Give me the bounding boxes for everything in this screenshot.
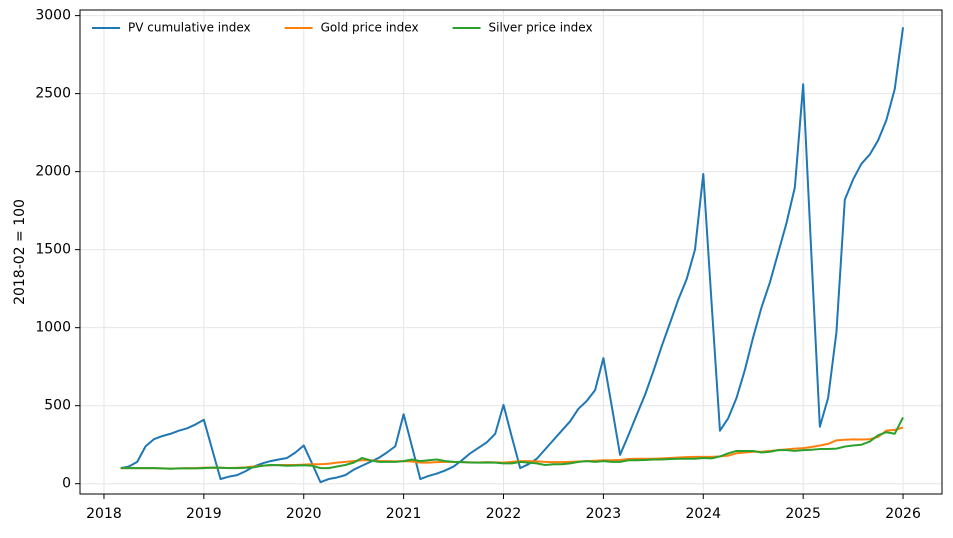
series-line	[120, 416, 904, 470]
series-line	[120, 27, 905, 484]
x-tick-label: 2024	[685, 506, 721, 522]
y-tick-label: 3000	[35, 8, 71, 24]
legend: PV cumulative index Gold price index Silve…	[92, 21, 593, 35]
legend-label: PV cumulative index	[128, 21, 251, 35]
y-tick-label: 2500	[35, 86, 71, 102]
x-tick-label: 2023	[586, 506, 622, 522]
x-tick-label: 2025	[785, 506, 821, 522]
legend-label: Silver price index	[489, 21, 593, 35]
x-tick-label: 2021	[386, 506, 422, 522]
x-tick-label: 2018	[86, 506, 122, 522]
y-tick-label: 0	[62, 476, 71, 492]
y-tick-label: 1000	[35, 320, 71, 336]
plot-frame	[79, 9, 943, 495]
y-tick-label: 1500	[35, 242, 71, 258]
legend-label: Gold price index	[321, 21, 419, 35]
x-tick-label: 2026	[885, 506, 921, 522]
y-axis-label: 2018-02 = 100	[12, 199, 28, 305]
y-tick-label: 2000	[35, 164, 71, 180]
x-tick-label: 2020	[286, 506, 322, 522]
y-tick-label: 500	[44, 398, 71, 414]
x-tick-label: 2019	[186, 506, 222, 522]
x-tick-label: 2022	[486, 506, 522, 522]
